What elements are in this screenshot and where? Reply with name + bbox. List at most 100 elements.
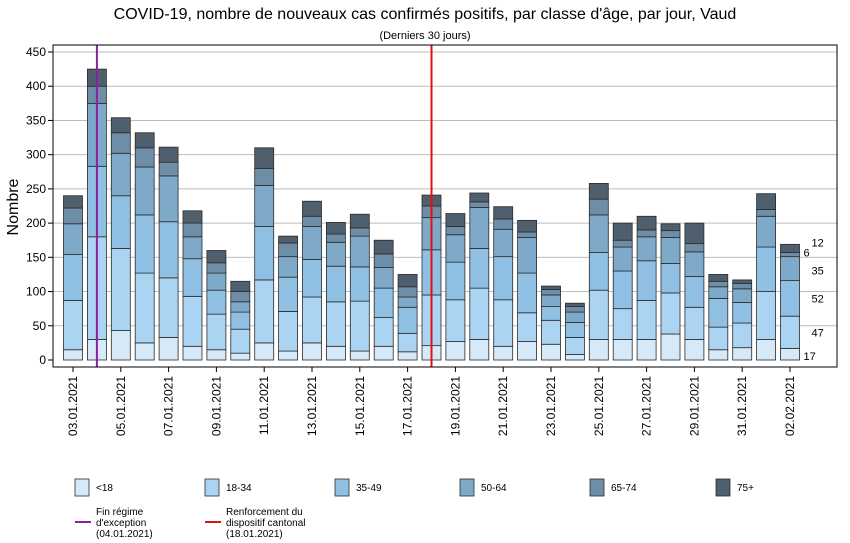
bar-18-20-01-2021 [469, 339, 490, 361]
bar-18-08-01-2021 [182, 345, 203, 361]
bar-50-64-22-01-2021 [517, 237, 537, 274]
bar-35-49-19-01-2021 [445, 261, 466, 301]
bar-18-34-13-01-2021 [302, 296, 322, 344]
bar-65-74-21-01-2021 [493, 218, 514, 230]
bar-65-74-31-01-2021 [732, 282, 753, 290]
bar-75-05-01-2021 [110, 117, 131, 134]
bar-35-49-29-01-2021 [684, 276, 705, 308]
y-tick-label-300: 300 [26, 148, 46, 162]
bar-50-64-10-01-2021 [230, 301, 251, 313]
legend-reference-label-1-line-2: d'exception [96, 518, 146, 529]
bar-75-13-01-2021 [302, 200, 322, 217]
bar-50-64-12-01-2021 [278, 256, 299, 278]
bar-65-74-08-01-2021 [182, 222, 203, 238]
bar-50-64-19-01-2021 [445, 234, 466, 263]
bar-18-24-01-2021 [565, 354, 585, 361]
y-tick-label-250: 250 [26, 182, 46, 196]
bar-35-49-05-01-2021 [110, 195, 131, 249]
x-tick-label-03-01-2021: 03.01.2021 [66, 376, 80, 436]
bar-65-74-15-01-2021 [349, 227, 370, 237]
bar-75-15-01-2021 [349, 213, 370, 229]
x-tick-label-19-01-2021: 19.01.2021 [448, 376, 462, 436]
bar-label-35-49: 52 [812, 293, 824, 305]
bar-35-49-16-01-2021 [373, 287, 394, 318]
bar-35-49-07-01-2021 [158, 221, 179, 279]
bar-65-74-02-02-2021 [780, 252, 800, 258]
bar-35-49-02-02-2021 [780, 280, 800, 317]
bar-18-34-11-01-2021 [254, 279, 275, 344]
bar-18-34-02-02-2021 [780, 315, 800, 349]
x-tick-label-17-01-2021: 17.01.2021 [401, 376, 415, 436]
bar-18-02-02-2021 [780, 347, 800, 361]
bar-18-01-02-2021 [756, 339, 776, 361]
bar-65-74-03-01-2021 [63, 207, 83, 225]
bar-50-64-23-01-2021 [541, 294, 561, 308]
bar-35-49-15-01-2021 [349, 266, 370, 302]
bar-35-49-10-01-2021 [230, 311, 251, 330]
y-tick-label-100: 100 [26, 285, 46, 299]
bar-18-34-15-01-2021 [349, 300, 370, 352]
bar-18-06-01-2021 [134, 342, 155, 361]
bar-35-49-27-01-2021 [636, 260, 657, 301]
x-tick-label-05-01-2021: 05.01.2021 [114, 376, 128, 436]
bar-65-74-28-01-2021 [660, 230, 681, 238]
plot-frame [52, 44, 838, 368]
bar-18-19-01-2021 [445, 341, 466, 361]
legend-swatch-35-49 [334, 478, 350, 497]
bar-35-49-24-01-2021 [565, 321, 585, 338]
bar-18-34-19-01-2021 [445, 299, 466, 342]
legend-swatch-50-64 [459, 478, 475, 497]
bar-18-34-26-01-2021 [612, 308, 633, 340]
bar-50-64-26-01-2021 [612, 246, 633, 272]
y-tick-label-0: 0 [39, 353, 46, 367]
bar-65-74-06-01-2021 [134, 147, 155, 168]
bar-50-64-15-01-2021 [349, 235, 370, 268]
bar-50-64-31-01-2021 [732, 288, 753, 303]
bar-75-29-01-2021 [684, 222, 705, 245]
bar-65-74-17-01-2021 [397, 286, 418, 298]
bar-35-49-21-01-2021 [493, 256, 514, 301]
bar-18-34-08-01-2021 [182, 295, 203, 347]
bar-75-22-01-2021 [517, 219, 537, 233]
bar-18-34-28-01-2021 [660, 292, 681, 335]
y-tick-label-150: 150 [26, 250, 46, 264]
bar-label-75: 12 [812, 237, 824, 249]
bar-65-74-05-01-2021 [110, 132, 131, 154]
bar-35-49-14-01-2021 [325, 265, 346, 303]
bar-18-34-22-01-2021 [517, 312, 537, 342]
bar-65-74-14-01-2021 [325, 233, 346, 243]
bar-75-31-01-2021 [732, 279, 753, 284]
bar-18-34-03-01-2021 [63, 300, 83, 351]
bar-18-28-01-2021 [660, 333, 681, 361]
x-tick-label-29-01-2021: 29.01.2021 [687, 376, 701, 436]
bar-label-65-74: 6 [804, 248, 810, 260]
legend-label-18-34: 18-34 [226, 483, 252, 494]
bar-75-24-01-2021 [565, 302, 585, 308]
x-tick-label-31-01-2021: 31.01.2021 [735, 376, 749, 436]
bar-18-07-01-2021 [158, 337, 179, 361]
legend-swatch-65-74 [589, 478, 605, 497]
bar-75-06-01-2021 [134, 132, 155, 149]
bar-35-49-28-01-2021 [660, 263, 681, 294]
bar-18-34-17-01-2021 [397, 332, 418, 353]
bar-50-64-17-01-2021 [397, 296, 418, 308]
bar-18-34-10-01-2021 [230, 328, 251, 354]
bar-50-64-01-02-2021 [756, 215, 776, 248]
chart-subtitle: (Derniers 30 jours) [379, 30, 470, 42]
bar-label-18-34: 47 [812, 327, 824, 339]
bar-75-09-01-2021 [206, 250, 227, 264]
bar-75-17-01-2021 [397, 274, 418, 288]
bar-50-64-28-01-2021 [660, 237, 681, 264]
x-tick-label-07-01-2021: 07.01.2021 [162, 376, 176, 436]
bar-18-34-12-01-2021 [278, 310, 299, 352]
x-tick-label-27-01-2021: 27.01.2021 [640, 376, 654, 436]
bar-18-34-06-01-2021 [134, 272, 155, 344]
reference-lines [95, 45, 433, 367]
bar-65-74-13-01-2021 [302, 215, 322, 227]
bar-18-16-01-2021 [373, 345, 394, 361]
x-tick-label-11-01-2021: 11.01.2021 [257, 376, 271, 435]
bar-75-02-02-2021 [780, 243, 800, 253]
x-tick-label-23-01-2021: 23.01.2021 [544, 376, 558, 436]
bar-65-74-26-01-2021 [612, 239, 633, 248]
